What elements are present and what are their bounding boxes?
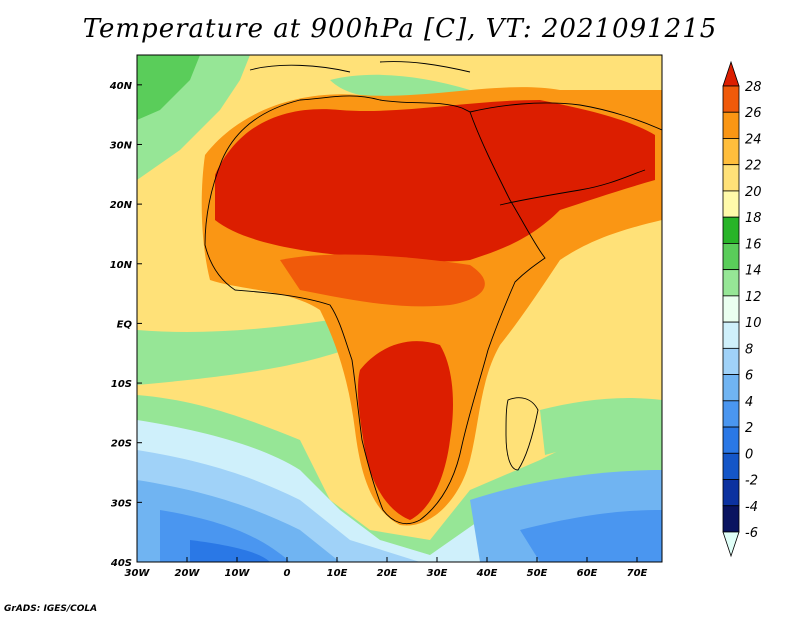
lat-label: 30S	[111, 498, 132, 509]
colorbar-tick-label: 20	[745, 185, 762, 200]
colorbar-tick-label: -2	[745, 474, 758, 489]
colorbar-segment	[722, 295, 740, 323]
colorbar: 28 26 24 22 20 18 16 14 12 10 8 6 4 2 0 …	[722, 60, 762, 558]
colorbar-segment	[722, 164, 740, 192]
colorbar-tick-label: 10	[745, 316, 762, 331]
lat-label: EQ	[117, 319, 133, 330]
lon-label: 10E	[327, 568, 348, 579]
lat-label: 20S	[111, 439, 132, 450]
lon-label: 40E	[476, 568, 498, 579]
colorbar-segment	[722, 479, 740, 507]
colorbar-tick-label: 14	[745, 264, 762, 279]
lat-label: 40N	[109, 81, 133, 92]
colorbar-segment	[722, 138, 740, 166]
colorbar-segment	[722, 321, 740, 349]
lon-label: 70E	[627, 568, 648, 579]
colorbar-segment	[722, 243, 740, 271]
colorbar-tick-label: 18	[745, 211, 762, 226]
temperature-field	[137, 55, 662, 562]
map-frame	[136, 54, 663, 563]
grads-credit: GrADS: IGES/COLA	[4, 604, 98, 614]
madagascar-coastline	[505, 397, 539, 471]
lat-label: 10S	[111, 379, 132, 390]
field-sahel-warm	[280, 254, 485, 307]
colorbar-tick-label: 16	[745, 237, 762, 252]
lon-label: 60E	[577, 568, 598, 579]
lon-label: 30E	[427, 568, 448, 579]
lon-label: 50E	[527, 568, 548, 579]
lon-label: 20E	[377, 568, 398, 579]
lat-label: 40S	[110, 558, 132, 569]
longitude-axis: 30W 20W 10W 0 10E 20E 30E 40E 50E 60E 70…	[125, 557, 648, 579]
colorbar-segments	[722, 60, 740, 558]
colorbar-segment	[722, 400, 740, 428]
colorbar-tick-label: 6	[745, 369, 753, 384]
lon-label: 10W	[225, 568, 251, 579]
field-south-africa-hot	[357, 341, 453, 520]
colorbar-tick-label: -4	[745, 500, 758, 515]
colorbar-tick-label: -6	[745, 526, 758, 541]
colorbar-min-arrow	[722, 531, 740, 558]
lat-label: 10N	[110, 260, 133, 271]
lon-label: 0	[284, 568, 291, 579]
colorbar-tick-label: 26	[745, 106, 762, 121]
field-band-4-east	[520, 510, 662, 562]
lat-label: 30N	[110, 140, 133, 151]
map-title: Temperature at 900hPa [C], VT: 202109121…	[82, 14, 718, 44]
lon-label: 20W	[175, 568, 201, 579]
field-sahara-hot	[215, 100, 655, 262]
colorbar-segment	[722, 374, 740, 402]
colorbar-segment	[722, 85, 740, 113]
colorbar-segment	[722, 426, 740, 454]
lat-label: 20N	[110, 200, 133, 211]
colorbar-tick-label: 2	[745, 421, 753, 436]
field-nw-atlantic-cool	[137, 55, 200, 120]
lon-label: 30W	[125, 568, 151, 579]
field-gulf-guinea	[137, 320, 345, 385]
colorbar-segment	[722, 505, 740, 533]
colorbar-segment	[722, 269, 740, 297]
latitude-axis: 40N 30N 20N 10N EQ 10S 20S 30S 40S	[109, 81, 142, 569]
africa-coastline	[204, 95, 546, 524]
colorbar-tick-label: 8	[745, 342, 753, 357]
colorbar-tick-label: 0	[745, 447, 753, 462]
field-indian-ocean	[540, 398, 662, 455]
colorbar-segment	[722, 452, 740, 480]
arabia-coastline	[469, 102, 662, 206]
coastlines	[204, 61, 662, 524]
colorbar-max-arrow	[722, 60, 740, 87]
colorbar-tick-label: 24	[745, 132, 762, 147]
colorbar-segment	[722, 190, 740, 218]
field-band-2	[190, 540, 270, 562]
colorbar-tick-label: 28	[745, 80, 762, 95]
colorbar-segment	[722, 111, 740, 139]
colorbar-tick-label: 12	[745, 290, 762, 305]
europe-coastline	[249, 61, 471, 73]
colorbar-tick-label: 4	[745, 395, 753, 410]
colorbar-tick-label: 22	[745, 159, 762, 174]
colorbar-segment	[722, 347, 740, 375]
colorbar-segment	[722, 216, 740, 244]
